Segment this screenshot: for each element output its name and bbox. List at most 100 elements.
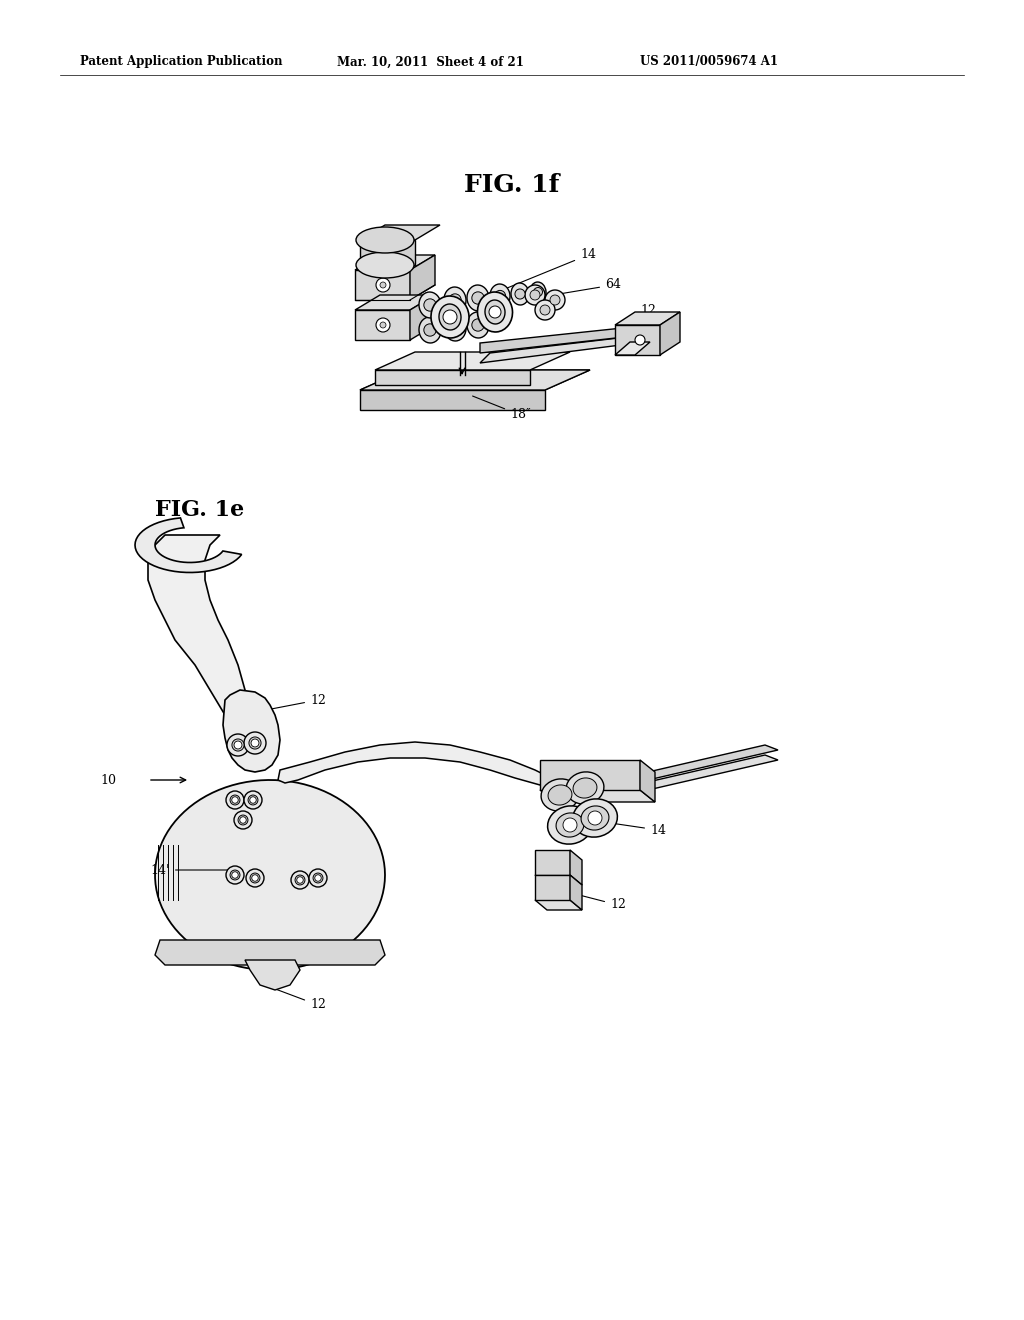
Circle shape <box>588 810 602 825</box>
Ellipse shape <box>530 282 546 302</box>
Text: 10: 10 <box>100 774 116 787</box>
Polygon shape <box>223 690 280 772</box>
Polygon shape <box>535 850 570 875</box>
Ellipse shape <box>477 292 513 333</box>
Circle shape <box>380 322 386 327</box>
Text: 18″: 18″ <box>473 396 530 421</box>
Circle shape <box>314 875 322 882</box>
Polygon shape <box>615 342 650 355</box>
Polygon shape <box>355 255 435 271</box>
Ellipse shape <box>244 791 262 809</box>
Ellipse shape <box>238 814 248 825</box>
Polygon shape <box>540 789 655 803</box>
Ellipse shape <box>431 296 469 338</box>
Polygon shape <box>570 875 582 909</box>
Polygon shape <box>355 271 410 300</box>
Polygon shape <box>615 325 660 355</box>
Ellipse shape <box>248 795 258 805</box>
Ellipse shape <box>419 292 441 318</box>
Polygon shape <box>278 742 550 785</box>
Polygon shape <box>410 294 435 341</box>
Ellipse shape <box>444 286 466 313</box>
Circle shape <box>530 290 540 300</box>
Polygon shape <box>360 224 440 240</box>
Ellipse shape <box>489 284 510 308</box>
Circle shape <box>489 306 501 318</box>
Polygon shape <box>360 370 590 389</box>
Text: 14: 14 <box>493 248 596 294</box>
Polygon shape <box>540 760 640 789</box>
Ellipse shape <box>295 875 305 884</box>
Ellipse shape <box>467 285 489 312</box>
Polygon shape <box>640 760 655 803</box>
Circle shape <box>449 294 461 306</box>
Ellipse shape <box>467 312 489 338</box>
Ellipse shape <box>246 869 264 887</box>
Polygon shape <box>360 370 590 389</box>
Ellipse shape <box>556 813 584 837</box>
Ellipse shape <box>419 317 441 343</box>
Ellipse shape <box>244 733 266 754</box>
Polygon shape <box>375 370 530 385</box>
Circle shape <box>635 335 645 345</box>
Circle shape <box>424 298 436 312</box>
Polygon shape <box>355 294 435 310</box>
Polygon shape <box>155 780 385 970</box>
Circle shape <box>443 310 457 323</box>
Ellipse shape <box>232 739 244 751</box>
Polygon shape <box>360 240 415 265</box>
Circle shape <box>250 797 256 804</box>
Polygon shape <box>570 850 582 884</box>
Circle shape <box>563 818 577 832</box>
Circle shape <box>376 279 390 292</box>
Ellipse shape <box>313 873 323 883</box>
Text: Mar. 10, 2011  Sheet 4 of 21: Mar. 10, 2011 Sheet 4 of 21 <box>337 55 523 69</box>
Text: 12: 12 <box>640 304 656 338</box>
Circle shape <box>550 294 560 305</box>
Polygon shape <box>535 875 582 884</box>
Ellipse shape <box>227 734 249 756</box>
Polygon shape <box>615 312 680 325</box>
Text: US 2011/0059674 A1: US 2011/0059674 A1 <box>640 55 778 69</box>
Circle shape <box>252 875 258 882</box>
Ellipse shape <box>573 777 597 799</box>
Polygon shape <box>360 389 545 411</box>
Ellipse shape <box>226 791 244 809</box>
Circle shape <box>515 289 525 300</box>
Polygon shape <box>375 352 570 370</box>
Circle shape <box>251 739 259 747</box>
Text: 14: 14 <box>593 821 666 837</box>
Ellipse shape <box>250 873 260 883</box>
Polygon shape <box>535 900 582 909</box>
Polygon shape <box>480 323 670 352</box>
Text: FIG. 1e: FIG. 1e <box>155 499 245 521</box>
Circle shape <box>297 876 303 883</box>
Circle shape <box>424 323 436 337</box>
Text: 14': 14' <box>151 863 243 876</box>
Polygon shape <box>410 255 435 300</box>
Ellipse shape <box>566 772 604 804</box>
Text: Patent Application Publication: Patent Application Publication <box>80 55 283 69</box>
Ellipse shape <box>234 810 252 829</box>
Circle shape <box>525 285 545 305</box>
Circle shape <box>495 290 506 301</box>
Polygon shape <box>155 940 385 965</box>
Polygon shape <box>148 535 265 760</box>
Ellipse shape <box>356 252 414 279</box>
Circle shape <box>231 871 239 878</box>
Circle shape <box>535 300 555 319</box>
Ellipse shape <box>230 870 240 880</box>
Polygon shape <box>135 517 242 573</box>
Ellipse shape <box>230 795 240 805</box>
Text: 12: 12 <box>272 987 326 1011</box>
Text: FIG. 1f: FIG. 1f <box>464 173 560 197</box>
Circle shape <box>240 817 246 824</box>
Ellipse shape <box>226 866 244 884</box>
Ellipse shape <box>581 807 609 830</box>
Ellipse shape <box>291 871 309 888</box>
Polygon shape <box>535 875 570 900</box>
Text: 12: 12 <box>555 888 626 912</box>
Ellipse shape <box>511 282 529 305</box>
Ellipse shape <box>444 315 466 341</box>
Polygon shape <box>635 744 778 780</box>
